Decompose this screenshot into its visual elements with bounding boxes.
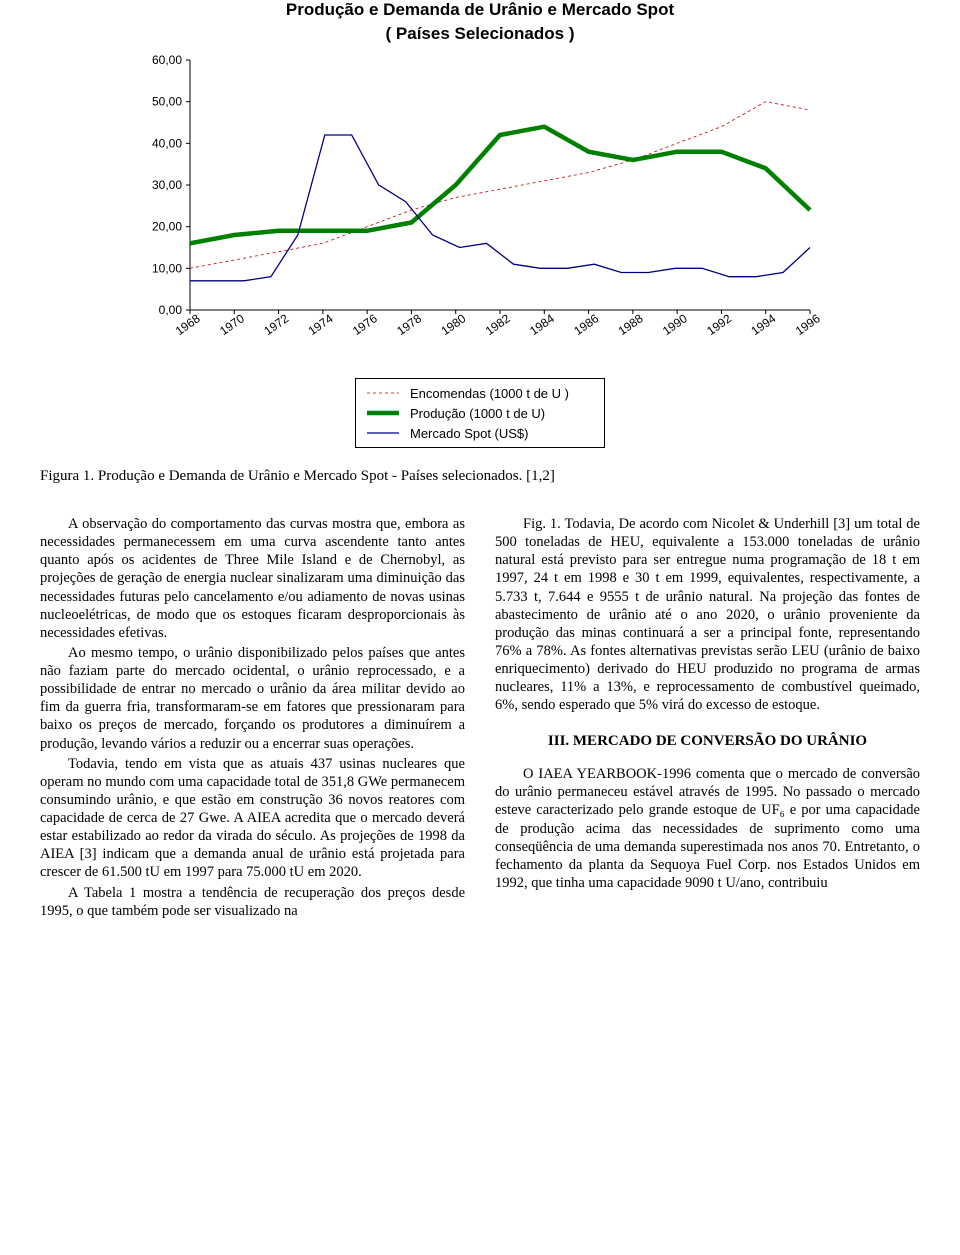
svg-text:1994: 1994 bbox=[748, 311, 778, 338]
paragraph: Todavia, tendo em vista que as atuais 43… bbox=[40, 755, 465, 882]
paragraph: O IAEA YEARBOOK-1996 comenta que o merca… bbox=[495, 765, 920, 892]
left-column: A observação do comportamento das curvas… bbox=[40, 515, 465, 922]
legend-label: Encomendas (1000 t de U ) bbox=[410, 386, 569, 401]
legend-row: Encomendas (1000 t de U ) bbox=[366, 383, 594, 403]
paragraph: Ao mesmo tempo, o urânio disponibilizado… bbox=[40, 644, 465, 753]
svg-text:1988: 1988 bbox=[616, 311, 646, 338]
chart-title: Produção e Demanda de Urânio e Mercado S… bbox=[130, 0, 830, 20]
svg-text:30,00: 30,00 bbox=[152, 178, 182, 192]
svg-text:1980: 1980 bbox=[438, 311, 468, 338]
svg-text:1992: 1992 bbox=[704, 311, 734, 338]
svg-text:1976: 1976 bbox=[350, 311, 380, 338]
svg-text:20,00: 20,00 bbox=[152, 220, 182, 234]
svg-text:1986: 1986 bbox=[571, 311, 601, 338]
svg-text:1970: 1970 bbox=[217, 311, 247, 338]
svg-text:1972: 1972 bbox=[261, 311, 291, 338]
line-chart: 0,0010,0020,0030,0040,0050,0060,00196819… bbox=[130, 50, 830, 370]
svg-text:1984: 1984 bbox=[527, 311, 557, 338]
chart-legend: Encomendas (1000 t de U ) Produção (1000 … bbox=[355, 378, 605, 448]
chart-container: Produção e Demanda de Urânio e Mercado S… bbox=[130, 0, 830, 448]
svg-text:1974: 1974 bbox=[306, 311, 336, 338]
svg-text:1990: 1990 bbox=[660, 311, 690, 338]
paragraph: Fig. 1. Todavia, De acordo com Nicolet &… bbox=[495, 515, 920, 714]
svg-text:1996: 1996 bbox=[793, 311, 823, 338]
legend-label: Mercado Spot (US$) bbox=[410, 426, 529, 441]
svg-text:1978: 1978 bbox=[394, 311, 424, 338]
paragraph: A Tabela 1 mostra a tendência de recuper… bbox=[40, 884, 465, 920]
right-column: Fig. 1. Todavia, De acordo com Nicolet &… bbox=[495, 515, 920, 922]
paragraph: A observação do comportamento das curvas… bbox=[40, 515, 465, 642]
svg-text:10,00: 10,00 bbox=[152, 261, 182, 275]
section-heading: III. MERCADO DE CONVERSÃO DO URÂNIO bbox=[495, 732, 920, 751]
chart-subtitle: ( Países Selecionados ) bbox=[130, 24, 830, 44]
figure-caption: Figura 1. Produção e Demanda de Urânio e… bbox=[40, 468, 920, 485]
legend-row: Mercado Spot (US$) bbox=[366, 423, 594, 443]
body-columns: A observação do comportamento das curvas… bbox=[40, 515, 920, 922]
svg-text:40,00: 40,00 bbox=[152, 136, 182, 150]
svg-text:50,00: 50,00 bbox=[152, 95, 182, 109]
legend-row: Produção (1000 t de U) bbox=[366, 403, 594, 423]
svg-text:1982: 1982 bbox=[483, 311, 513, 338]
svg-text:0,00: 0,00 bbox=[159, 303, 183, 317]
legend-label: Produção (1000 t de U) bbox=[410, 406, 545, 421]
svg-text:60,00: 60,00 bbox=[152, 53, 182, 67]
